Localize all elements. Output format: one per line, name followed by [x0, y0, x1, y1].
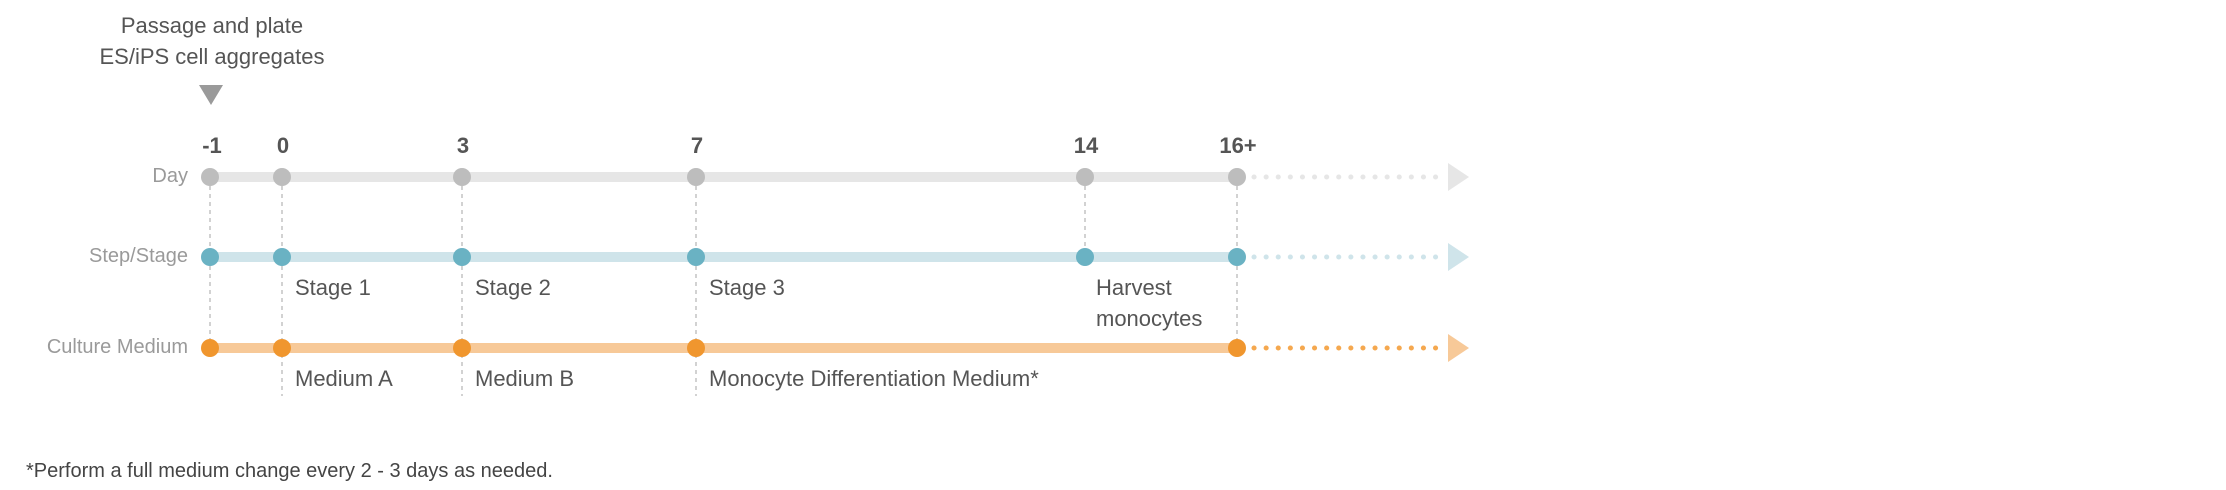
medium-row-label: Culture Medium — [47, 336, 188, 358]
medium-labels: Medium A Medium B Monocyte Differentiati… — [295, 366, 1039, 391]
day-number: 14 — [1074, 133, 1099, 158]
day-node — [687, 168, 705, 186]
medium-node — [453, 339, 471, 357]
medium-node — [273, 339, 291, 357]
step-node — [1076, 248, 1094, 266]
stage-label-1: Stage 1 — [295, 275, 371, 300]
step-node — [453, 248, 471, 266]
medium-node — [1228, 339, 1246, 357]
day-row-arrow-icon — [1448, 163, 1469, 191]
header-line-1: Passage and plate — [121, 13, 303, 38]
medium-node — [201, 339, 219, 357]
passage-marker-icon — [199, 85, 223, 105]
medium-row: Culture Medium — [47, 334, 1469, 362]
day-node — [1076, 168, 1094, 186]
day-number: 0 — [277, 133, 289, 158]
day-node — [453, 168, 471, 186]
medium-row-arrow-icon — [1448, 334, 1469, 362]
harvest-label-line-2: monocytes — [1096, 306, 1202, 331]
medium-label-a: Medium A — [295, 366, 393, 391]
day-node — [201, 168, 219, 186]
day-node — [1228, 168, 1246, 186]
day-number: 7 — [691, 133, 703, 158]
stage-labels: Stage 1 Stage 2 Stage 3 Harvest monocyte… — [295, 275, 1202, 331]
stage-label-3: Stage 3 — [709, 275, 785, 300]
stage-label-2: Stage 2 — [475, 275, 551, 300]
step-node — [273, 248, 291, 266]
day-number: 3 — [457, 133, 469, 158]
header-line-2: ES/iPS cell aggregates — [99, 44, 324, 69]
day-number: 16+ — [1219, 133, 1256, 158]
day-row: Day — [152, 163, 1469, 191]
day-number: -1 — [202, 133, 222, 158]
day-node — [273, 168, 291, 186]
step-row: Step/Stage — [89, 243, 1469, 271]
day-numbers: -1 0 3 7 14 16+ — [202, 133, 1256, 158]
step-node — [201, 248, 219, 266]
step-row-label: Step/Stage — [89, 245, 188, 267]
footnote: *Perform a full medium change every 2 - … — [26, 460, 553, 482]
medium-label-b: Medium B — [475, 366, 574, 391]
medium-label-monocyte: Monocyte Differentiation Medium* — [709, 366, 1039, 391]
day-row-label: Day — [152, 165, 188, 187]
harvest-label: Harvest — [1096, 275, 1172, 300]
step-row-arrow-icon — [1448, 243, 1469, 271]
step-node — [1228, 248, 1246, 266]
step-node — [687, 248, 705, 266]
medium-node — [687, 339, 705, 357]
